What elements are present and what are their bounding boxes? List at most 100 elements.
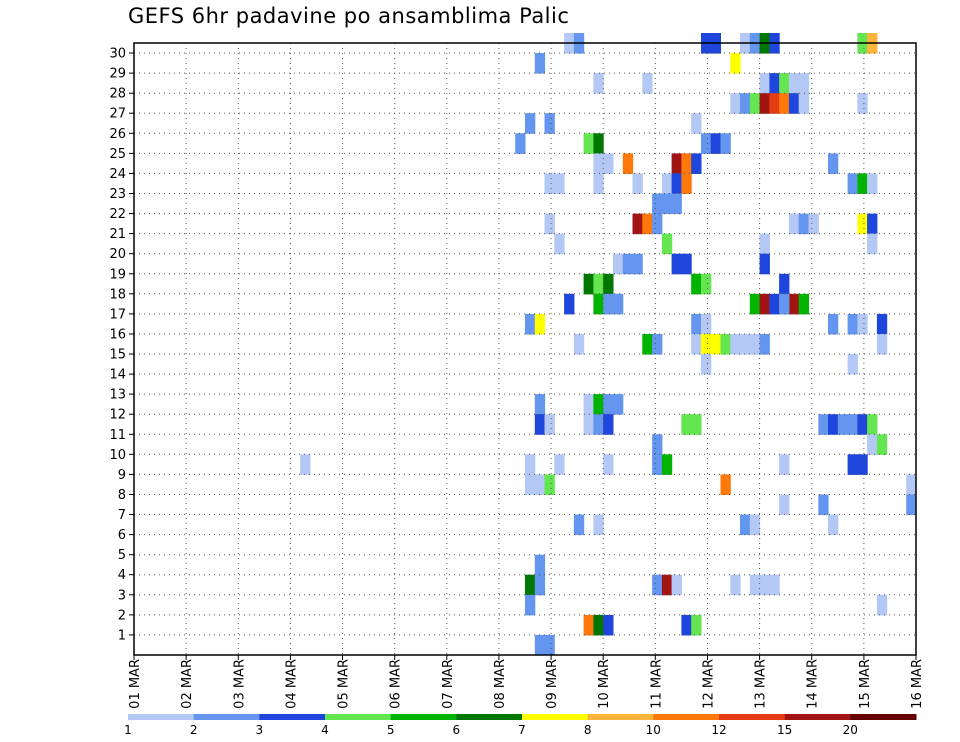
y-tick-label: 30 <box>109 47 126 62</box>
colorbar-swatch <box>128 714 195 720</box>
x-tick-label: 08 MAR <box>493 659 508 709</box>
heatmap-cell <box>564 293 575 315</box>
y-tick-label: 27 <box>109 107 126 122</box>
colorbar-swatch <box>587 714 654 720</box>
heatmap-cell <box>779 93 790 114</box>
y-tick-label: 28 <box>109 87 126 102</box>
heatmap-cell <box>691 334 702 355</box>
y-tick-label: 8 <box>118 488 126 503</box>
colorbar: 1 2 3 4 5 6 7 8 10 12 15 20 <box>124 714 917 737</box>
y-tick-label: 20 <box>109 247 126 262</box>
heatmap-cell <box>515 133 526 154</box>
heatmap-cell <box>534 53 546 74</box>
heatmap-cell <box>779 293 790 315</box>
colorbar-label: 12 <box>711 723 726 737</box>
x-tick-label: 16 MAR <box>910 659 925 709</box>
heatmap-cell <box>828 514 839 536</box>
colorbar-swatch <box>193 714 260 720</box>
heatmap-cell <box>593 173 604 194</box>
heatmap-cell <box>603 454 614 475</box>
heatmap-cell <box>788 293 800 315</box>
heatmap-cell <box>857 313 868 335</box>
heatmap-cell <box>681 253 692 275</box>
heatmap-cell <box>691 614 702 636</box>
heatmap-cell <box>544 213 555 235</box>
heatmap-cell <box>622 253 634 275</box>
heatmap-cell <box>808 213 819 235</box>
colorbar-label: 7 <box>518 723 526 737</box>
heatmap-cell <box>525 474 536 495</box>
heatmap-cell <box>681 614 692 636</box>
y-tick-label: 3 <box>118 588 126 603</box>
heatmap-cell <box>740 93 751 114</box>
heatmap-cell <box>613 253 624 275</box>
heatmap-cell <box>652 454 663 475</box>
heatmap-cell <box>847 414 858 435</box>
colorbar-label: 10 <box>646 723 661 737</box>
heatmap-cell <box>534 474 546 495</box>
heatmap-cell <box>593 414 604 435</box>
heatmap-cell <box>652 334 663 355</box>
heatmap-cell <box>544 474 555 495</box>
heatmap-cell <box>671 173 682 194</box>
heatmap-cell <box>710 133 721 154</box>
x-tick-label: 11 MAR <box>649 659 664 709</box>
heatmap-cell <box>652 213 663 235</box>
y-axis: 1234567891011121314151617181920212223242… <box>109 47 134 643</box>
x-tick-label: 15 MAR <box>858 659 873 709</box>
heatmap-cell <box>661 454 673 475</box>
heatmap-cell <box>730 53 741 74</box>
heatmap-cell <box>837 414 849 435</box>
colorbar-swatch <box>390 714 457 720</box>
heatmap-cell <box>671 574 682 596</box>
heatmap-cell <box>769 93 780 114</box>
heatmap-cell <box>730 93 741 114</box>
heatmap-cell <box>710 334 721 355</box>
heatmap-cell <box>730 334 741 355</box>
x-tick-label: 13 MAR <box>754 659 769 709</box>
heatmap-cell <box>788 213 800 235</box>
y-tick-label: 10 <box>109 448 126 463</box>
heatmap-cell <box>603 293 614 315</box>
heatmap-cell <box>876 313 888 335</box>
heatmap-cell <box>554 233 565 255</box>
heatmap-cell <box>857 454 868 475</box>
x-tick-label: 03 MAR <box>232 659 247 709</box>
heatmap-cell <box>652 574 663 596</box>
heatmap-cell <box>828 414 839 435</box>
heatmap-cell <box>749 334 761 355</box>
heatmap-cell <box>613 394 624 415</box>
x-tick-label: 12 MAR <box>702 659 717 709</box>
heatmap-cell <box>661 173 673 194</box>
colorbar-label: 3 <box>255 723 263 737</box>
heatmap-cell <box>691 113 702 134</box>
heatmap-cell <box>867 173 878 194</box>
heatmap-cell <box>847 454 858 475</box>
heatmap-cell <box>583 133 594 154</box>
heatmap-cell <box>740 334 751 355</box>
y-tick-label: 23 <box>109 187 126 202</box>
heatmap-cell <box>583 414 594 435</box>
heatmap-cell <box>720 334 731 355</box>
heatmap-cell <box>828 313 839 335</box>
chart-title: GEFS 6hr padavine po ansamblima Palic <box>128 4 570 28</box>
heatmap-cell <box>691 153 702 174</box>
heatmap-cell <box>691 313 702 335</box>
colorbar-swatch <box>325 714 392 720</box>
heatmap-cell <box>544 414 555 435</box>
heatmap-cell <box>779 73 790 94</box>
colorbar-swatch <box>784 714 851 720</box>
colorbar-label: 2 <box>190 723 198 737</box>
y-tick-label: 21 <box>109 227 126 242</box>
colorbar-swatch <box>259 714 326 720</box>
heatmap-cell <box>593 614 604 636</box>
colorbar-label: 1 <box>124 723 132 737</box>
heatmap-cell <box>681 173 692 194</box>
y-tick-label: 19 <box>109 267 126 282</box>
colorbar-label: 15 <box>777 723 792 737</box>
heatmap-cell <box>867 213 878 235</box>
heatmap-cell <box>906 494 917 516</box>
heatmap-cell <box>857 414 868 435</box>
colorbar-label: 8 <box>584 723 592 737</box>
heatmap-cell <box>759 73 770 94</box>
